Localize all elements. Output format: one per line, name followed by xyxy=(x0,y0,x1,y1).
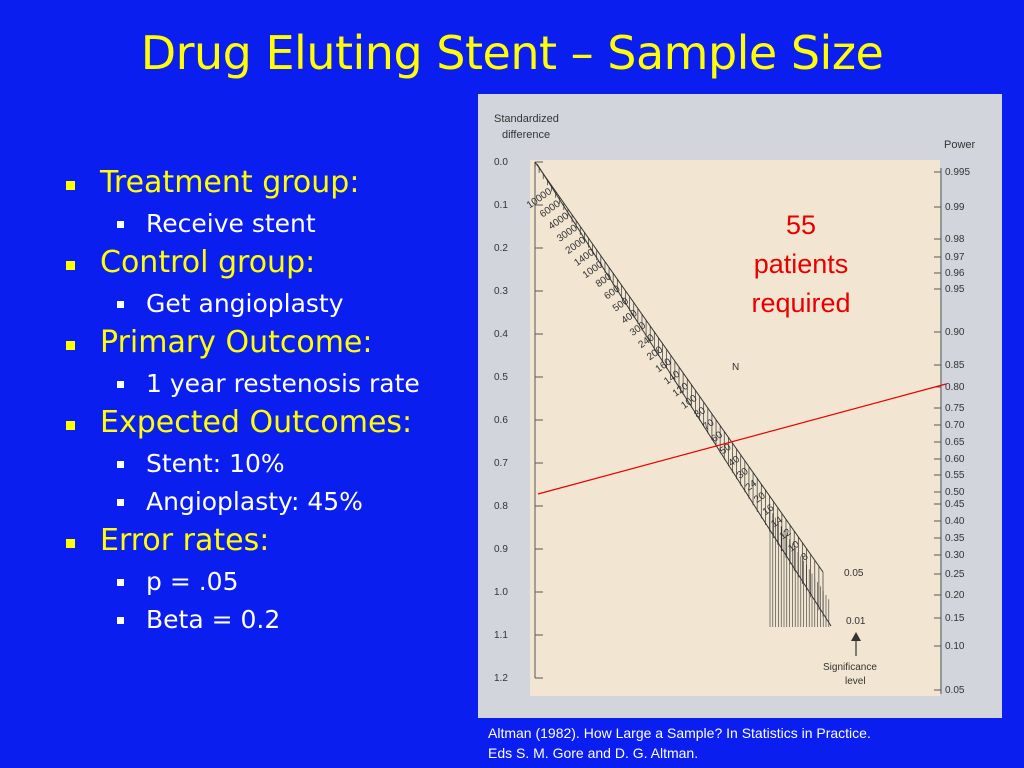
right-tick-label: 0.95 xyxy=(945,284,965,295)
sig-value-001: 0.01 xyxy=(846,616,866,627)
bullet-primary-outcome: Primary Outcome: xyxy=(62,325,482,361)
sub-bullet-beta: Beta = 0.2 xyxy=(62,605,482,635)
citation-line-2: Eds S. M. Gore and D. G. Altman. xyxy=(488,745,699,761)
right-tick-label: 0.40 xyxy=(945,516,965,527)
right-tick-label: 0.75 xyxy=(945,403,965,414)
left-tick-label: 1.1 xyxy=(494,630,508,641)
right-tick-label: 0.35 xyxy=(945,533,965,544)
right-axis-title: Power xyxy=(944,139,976,151)
right-tick-label: 0.70 xyxy=(945,420,965,431)
right-tick-label: 0.45 xyxy=(945,499,965,510)
left-tick-label: 1.0 xyxy=(494,587,508,598)
bullet-error-rates: Error rates: xyxy=(62,523,482,559)
sig-label-2: level xyxy=(845,676,866,687)
left-tick-label: 0.9 xyxy=(494,544,508,555)
left-axis-title-2: difference xyxy=(502,129,550,141)
right-tick-label: 0.90 xyxy=(945,327,965,338)
right-tick-label: 0.20 xyxy=(945,590,965,601)
right-tick-label: 0.995 xyxy=(945,167,970,178)
right-tick-label: 0.55 xyxy=(945,470,965,481)
callout-number: 55 xyxy=(785,210,817,240)
sig-value-005: 0.05 xyxy=(844,568,864,579)
sub-bullet-restenosis-rate: 1 year restenosis rate xyxy=(62,369,482,399)
right-tick-label: 0.15 xyxy=(945,613,965,624)
sub-bullet-receive-stent: Receive stent xyxy=(62,209,482,239)
left-tick-label: 0.6 xyxy=(494,415,508,426)
nomogram-svg: 0.0 0.1 0.2 0.3 0.4 0.5 0.6 0.7 0.8 0.9 1.0 1.1 1.2 S… xyxy=(494,113,976,696)
n-value-label: 8 xyxy=(799,551,810,563)
right-tick-label: 0.96 xyxy=(945,268,965,279)
power-line xyxy=(537,383,947,495)
left-tick-label: 0.4 xyxy=(494,329,508,340)
sub-bullet-get-angioplasty: Get angioplasty xyxy=(62,289,482,319)
right-tick-label: 0.60 xyxy=(945,454,965,465)
sub-bullet-stent-rate: Stent: 10% xyxy=(62,449,482,479)
sig-arrow-head xyxy=(851,632,861,641)
left-tick-label: 0.5 xyxy=(494,372,508,383)
callout-required: required xyxy=(751,288,851,318)
sample-size-callout: 55 patients required xyxy=(718,206,884,323)
citation-line-1: Altman (1982). How Large a Sample? In St… xyxy=(488,725,871,741)
left-tick-label: 1.2 xyxy=(494,673,508,684)
citation: Altman (1982). How Large a Sample? In St… xyxy=(488,723,1008,763)
right-tick-label: 0.85 xyxy=(945,360,965,371)
right-tick-label: 0.97 xyxy=(945,252,965,263)
right-tick-label: 0.65 xyxy=(945,437,965,448)
right-tick-label: 0.50 xyxy=(945,487,965,498)
right-tick-label: 0.30 xyxy=(945,550,965,561)
sub-bullet-angioplasty-rate: Angioplasty: 45% xyxy=(62,487,482,517)
sig-label: Significance xyxy=(823,662,877,673)
bullet-control-group: Control group: xyxy=(62,245,482,281)
left-tick-label: 0.7 xyxy=(494,458,508,469)
slide-title: Drug Eluting Stent – Sample Size xyxy=(140,26,884,80)
altman-nomogram: 0.0 0.1 0.2 0.3 0.4 0.5 0.6 0.7 0.8 0.9 1.0 1.1 1.2 S… xyxy=(478,94,1002,718)
bullet-expected-outcomes: Expected Outcomes: xyxy=(62,405,482,441)
bullet-treatment-group: Treatment group: xyxy=(62,165,482,201)
right-tick-label: 0.80 xyxy=(945,382,965,393)
left-axis-title: Standardized xyxy=(494,113,559,125)
right-tick-label: 0.25 xyxy=(945,569,965,580)
right-tick-label: 0.10 xyxy=(945,641,965,652)
left-tick-label: 0.1 xyxy=(494,200,508,211)
left-tick-label: 0.0 xyxy=(494,157,508,168)
right-tick-label: 0.99 xyxy=(945,202,965,213)
left-tick-label: 0.3 xyxy=(494,286,508,297)
plot-background xyxy=(530,160,940,696)
sub-bullet-p-value: p = .05 xyxy=(62,567,482,597)
n-label: N xyxy=(732,362,739,373)
right-tick-label: 0.05 xyxy=(945,685,965,696)
bullet-list: Treatment group: Receive stent Control g… xyxy=(62,165,482,635)
callout-patients: patients xyxy=(753,249,849,279)
left-tick-label: 0.2 xyxy=(494,243,508,254)
left-tick-label: 0.8 xyxy=(494,501,508,512)
right-tick-label: 0.98 xyxy=(945,234,965,245)
